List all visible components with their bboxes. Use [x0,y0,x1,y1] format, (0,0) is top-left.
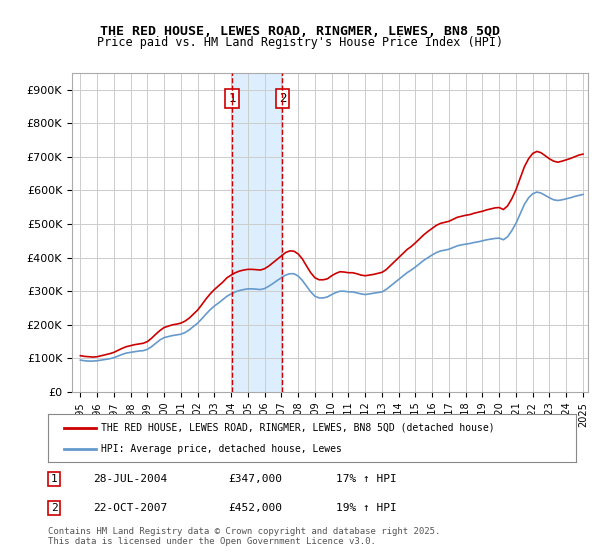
Text: 2: 2 [50,503,58,513]
Text: 28-JUL-2004: 28-JUL-2004 [93,474,167,484]
Text: 2: 2 [278,92,286,105]
Text: THE RED HOUSE, LEWES ROAD, RINGMER, LEWES, BN8 5QD (detached house): THE RED HOUSE, LEWES ROAD, RINGMER, LEWE… [101,423,494,433]
Text: 17% ↑ HPI: 17% ↑ HPI [336,474,397,484]
Text: THE RED HOUSE, LEWES ROAD, RINGMER, LEWES, BN8 5QD: THE RED HOUSE, LEWES ROAD, RINGMER, LEWE… [100,25,500,38]
Text: 1: 1 [229,92,236,105]
Text: 1: 1 [50,474,58,484]
Text: £347,000: £347,000 [228,474,282,484]
Text: 19% ↑ HPI: 19% ↑ HPI [336,503,397,513]
Text: 22-OCT-2007: 22-OCT-2007 [93,503,167,513]
Text: HPI: Average price, detached house, Lewes: HPI: Average price, detached house, Lewe… [101,444,341,454]
Text: Contains HM Land Registry data © Crown copyright and database right 2025.
This d: Contains HM Land Registry data © Crown c… [48,526,440,546]
Bar [232,73,283,392]
Text: Price paid vs. HM Land Registry's House Price Index (HPI): Price paid vs. HM Land Registry's House … [97,36,503,49]
Text: £452,000: £452,000 [228,503,282,513]
